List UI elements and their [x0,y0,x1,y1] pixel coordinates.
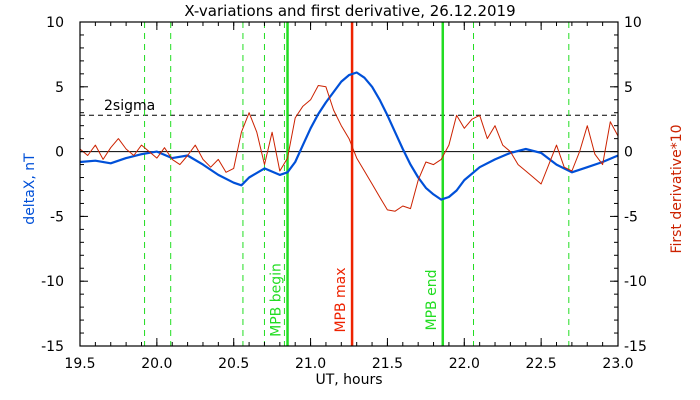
x-tick-label: 20.0 [141,356,172,372]
plot-frame [79,21,619,347]
chart-title: X-variations and first derivative, 26.12… [184,2,515,20]
y-tick-label-left: 5 [55,80,64,96]
y-tick-label-right: 10 [624,15,642,31]
deltax-series-line [79,71,619,201]
x-tick-label: 19.5 [64,356,95,372]
mpb-begin-label: MPB begin [269,263,285,337]
series-layer [79,71,619,212]
y-tick-label-right: 5 [624,80,633,96]
y-tick-label-right: -5 [624,209,638,225]
y-tick-label-right: 0 [624,145,633,161]
x-tick-label: 20.5 [218,356,249,372]
y-axis-right-label: First derivative*10 [669,124,685,253]
y-tick-label-right: -10 [624,274,647,290]
y-tick-label-left: -5 [50,209,64,225]
mpb-end-label: MPB end [424,270,440,331]
marker-lines [80,22,618,346]
x-axis-label: UT, hours [315,372,382,388]
x-tick-label: 22.0 [449,356,480,372]
x-tick-label: 22.5 [526,356,557,372]
threshold-label: 2sigma [104,98,155,114]
y-tick-label-left: -15 [41,339,64,355]
y-tick-label-left: 10 [46,15,64,31]
y-axis-left-label: deltaX, nT [22,153,38,225]
y-tick-label-right: -15 [624,339,647,355]
axis-ticks: 19.5 20.0 20.5 21.0 21.5 22.0 22.5 23.0-15-10-5… [41,15,647,372]
y-tick-label-left: -10 [41,274,64,290]
y-tick-label-left: 0 [55,145,64,161]
mpb-max-label: MPB max [333,267,349,332]
derivative-series-line [79,85,619,212]
x-tick-label: 21.0 [295,356,326,372]
x-tick-label: 21.5 [372,356,403,372]
x-tick-label: 23.0 [602,356,633,372]
